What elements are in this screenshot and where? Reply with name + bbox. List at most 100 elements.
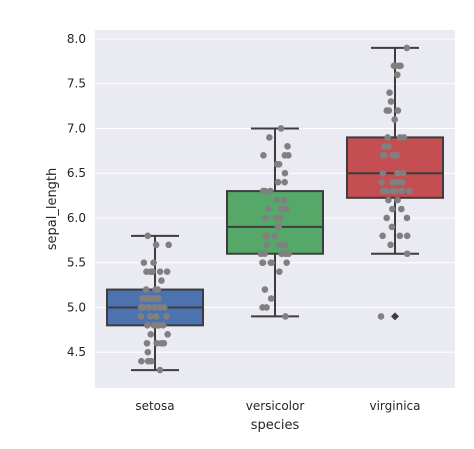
data-point [260,152,267,159]
data-point [274,178,282,186]
x-tick-label: virginica [370,399,421,413]
data-point [264,232,271,240]
data-point [160,339,168,347]
data-point [383,187,391,195]
data-point [263,241,271,249]
data-point [387,98,395,105]
y-tick-label: 5.5 [67,256,86,270]
data-point [403,44,411,52]
data-point [387,241,394,249]
data-point [282,250,289,258]
data-point [281,178,288,186]
data-point [394,196,401,204]
data-point [261,286,269,293]
data-point [377,313,385,320]
data-point [275,223,282,231]
data-point [139,304,147,311]
data-point [396,232,404,240]
y-tick-label: 6.0 [67,211,86,225]
y-tick-label: 4.5 [67,345,86,359]
data-point [152,286,159,293]
data-point [163,313,170,320]
data-point [398,178,406,186]
y-axis-label: sepal_length [45,168,60,251]
box-rect [346,136,444,199]
x-tick-label: versicolor [246,399,305,413]
x-axis-label: species [251,418,300,433]
y-tick-label: 7.0 [67,121,86,135]
data-point [163,268,171,275]
data-point [146,313,154,320]
data-point [259,259,266,267]
data-point [282,313,289,320]
data-point [277,205,285,213]
data-point [281,169,289,177]
x-tick-labels: setosa versicolor virginica [135,399,420,413]
data-point [386,89,393,96]
data-point [383,214,390,222]
data-point [381,152,388,159]
data-point [284,143,291,150]
data-point [147,357,155,365]
data-point [403,250,411,258]
data-point [164,331,171,338]
data-point [383,107,391,114]
data-point [156,268,164,275]
data-point [277,125,285,132]
data-point [403,214,411,222]
data-point [153,339,161,347]
data-point [147,331,155,338]
y-tick-label: 8.0 [67,32,86,46]
data-point [267,295,275,302]
data-point [281,241,289,249]
data-point [398,205,405,213]
data-point [385,196,392,204]
data-point [266,134,273,141]
data-point [143,339,151,347]
data-point [381,143,388,150]
points-group [137,44,413,374]
data-point [144,304,152,311]
data-point [281,152,289,159]
data-point [393,71,401,79]
box-virginica [346,46,444,321]
data-point [400,134,408,141]
data-point [280,196,288,204]
data-point [159,322,167,329]
data-point [151,304,158,311]
data-point [384,134,391,141]
y-tick-label: 5.0 [67,300,86,314]
data-point [389,178,396,186]
data-point [379,232,386,240]
data-point [398,187,406,195]
data-point [393,178,401,186]
data-point [138,357,145,365]
y-tick-label: 6.5 [67,166,86,180]
data-point [273,196,281,204]
data-point [273,214,280,222]
data-point [388,223,396,231]
box-versicolor [226,127,324,318]
data-point [140,259,148,267]
data-point [262,214,269,222]
data-point [264,205,272,213]
y-tick-label: 7.5 [67,77,86,91]
data-point [143,295,151,302]
data-point [144,232,152,240]
data-point [142,286,150,293]
data-point [155,295,162,302]
data-point [147,268,154,275]
data-point [152,241,160,249]
data-point [137,313,145,320]
data-point [391,116,398,123]
y-tick-labels: 4.5 5.0 5.5 6.0 6.5 7.0 7.5 8.0 [67,32,86,359]
data-point [150,259,157,267]
data-point [389,205,396,213]
data-point [156,304,163,311]
data-point [144,322,151,329]
data-point [152,313,160,320]
data-point [271,232,279,240]
data-point [165,241,172,249]
data-point [160,304,168,311]
